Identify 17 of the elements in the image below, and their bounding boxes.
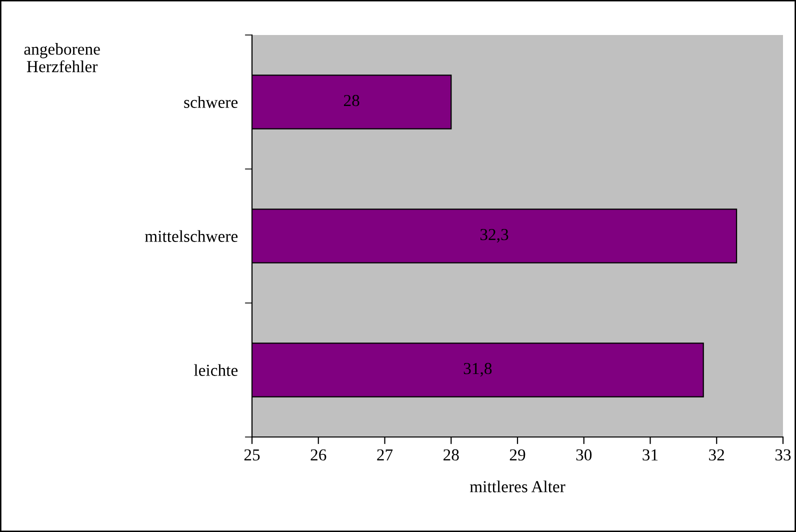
x-axis-title: mittleres Alter [470,480,566,492]
x-tick-label: 29 [510,449,526,461]
x-tick-label: 27 [377,449,393,460]
data-label: 28 [344,94,360,106]
x-tick-label: 25 [244,449,260,461]
y-tick-label: mittelschwere [144,230,238,242]
x-tick-label: 31 [642,449,658,461]
y-axis-title: angeborene Herzfehler [24,43,100,72]
x-tick-label: 26 [310,449,326,461]
x-tick-label: 32 [709,449,724,461]
x-tick-label: 28 [444,449,459,461]
y-tick-label: leichte [194,364,238,376]
data-label: 31,8 [464,362,492,377]
data-label: 32,3 [480,228,508,243]
y-tick-label: schwere [184,96,238,108]
x-tick-label: 30 [576,449,592,461]
x-tick-label: 33 [775,449,791,461]
